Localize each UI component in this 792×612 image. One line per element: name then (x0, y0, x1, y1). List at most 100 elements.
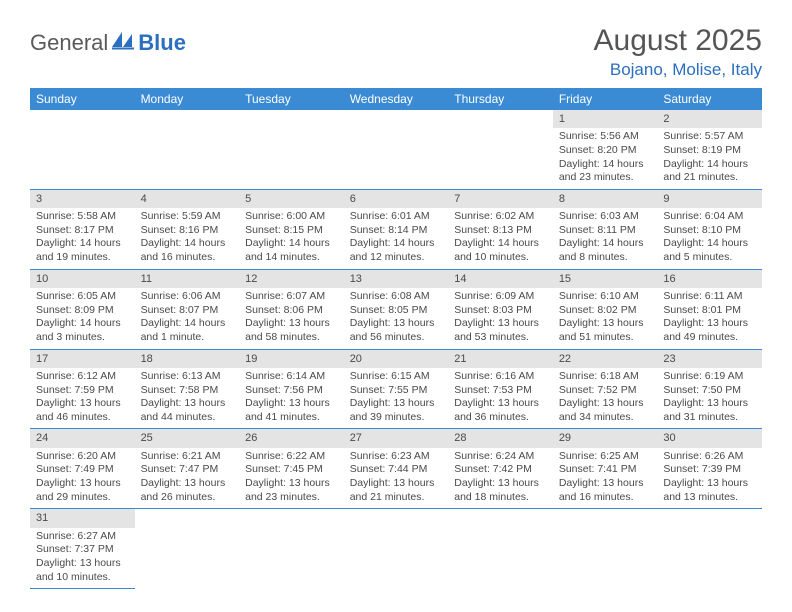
sunset-line: Sunset: 7:37 PM (36, 543, 129, 557)
sunset-line: Sunset: 8:15 PM (245, 224, 338, 238)
calendar-week-row: 24 Sunrise: 6:20 AMSunset: 7:49 PM Dayligh… (30, 429, 762, 509)
calendar-empty-cell (657, 509, 762, 589)
day-number: 4 (135, 190, 240, 208)
sunset-line: Sunset: 8:13 PM (454, 224, 547, 238)
day-number: 26 (239, 429, 344, 447)
day-number: 5 (239, 190, 344, 208)
sunset-line: Sunset: 7:49 PM (36, 463, 129, 477)
sunrise-line: Sunrise: 6:21 AM (141, 450, 234, 464)
daylight-line: Daylight: 13 hours and 23 minutes. (245, 477, 338, 504)
calendar-day-cell: 16Sunrise: 6:11 AMSunset: 8:01 PMDayligh… (657, 269, 762, 349)
sunrise-line: Sunrise: 6:18 AM (559, 370, 652, 384)
day-details: Sunrise: 6:25 AMSunset: 7:41 PMDaylight:… (553, 448, 658, 509)
calendar-day-cell: 7Sunrise: 6:02 AMSunset: 8:13 PMDaylight… (448, 189, 553, 269)
day-details: Sunrise: 5:58 AMSunset: 8:17 PMDaylight:… (30, 208, 135, 269)
calendar-empty-cell (135, 110, 240, 189)
day-details: Sunrise: 6:06 AMSunset: 8:07 PMDaylight:… (135, 288, 240, 349)
day-details: Sunrise: 6:09 AMSunset: 8:03 PMDaylight:… (448, 288, 553, 349)
day-number: 15 (553, 270, 658, 288)
calendar-week-row: 1Sunrise: 5:56 AMSunset: 8:20 PMDaylight… (30, 110, 762, 189)
sunset-line: Sunset: 8:19 PM (663, 144, 756, 158)
sunset-line: Sunset: 8:17 PM (36, 224, 129, 238)
weekday-header: Thursday (448, 88, 553, 110)
sunrise-line: Sunrise: 6:14 AM (245, 370, 338, 384)
calendar-day-cell: 1Sunrise: 5:56 AMSunset: 8:20 PMDaylight… (553, 110, 658, 189)
daylight-line: Daylight: 13 hours and 53 minutes. (454, 317, 547, 344)
sunset-line: Sunset: 7:52 PM (559, 384, 652, 398)
calendar-day-cell: 6Sunrise: 6:01 AMSunset: 8:14 PMDaylight… (344, 189, 449, 269)
sunrise-line: Sunrise: 5:57 AM (663, 130, 756, 144)
title-block: August 2025 Bojano, Molise, Italy (594, 24, 762, 80)
day-details: Sunrise: 6:02 AMSunset: 8:13 PMDaylight:… (448, 208, 553, 269)
weekday-header: Monday (135, 88, 240, 110)
day-details: Sunrise: 6:00 AMSunset: 8:15 PMDaylight:… (239, 208, 344, 269)
sunrise-line: Sunrise: 6:04 AM (663, 210, 756, 224)
sunset-line: Sunset: 8:10 PM (663, 224, 756, 238)
daylight-line: Daylight: 13 hours and 41 minutes. (245, 397, 338, 424)
day-details: Sunrise: 6:21 AMSunset: 7:47 PMDaylight:… (135, 448, 240, 509)
day-details: Sunrise: 6:18 AMSunset: 7:52 PMDaylight:… (553, 368, 658, 429)
sunrise-line: Sunrise: 6:23 AM (350, 450, 443, 464)
calendar-day-cell: 10Sunrise: 6:05 AMSunset: 8:09 PMDayligh… (30, 269, 135, 349)
sunset-line: Sunset: 8:16 PM (141, 224, 234, 238)
calendar-day-cell: 20Sunrise: 6:15 AMSunset: 7:55 PMDayligh… (344, 349, 449, 429)
day-details: Sunrise: 6:19 AMSunset: 7:50 PMDaylight:… (657, 368, 762, 429)
calendar-day-cell: 11Sunrise: 6:06 AMSunset: 8:07 PMDayligh… (135, 269, 240, 349)
day-number: 7 (448, 190, 553, 208)
sunset-line: Sunset: 8:02 PM (559, 304, 652, 318)
calendar-week-row: 31Sunrise: 6:27 AMSunset: 7:37 PMDayligh… (30, 509, 762, 589)
calendar-page: General Blue August 2025 Bojano, Molise,… (0, 0, 792, 609)
day-details: Sunrise: 6:27 AMSunset: 7:37 PMDaylight:… (30, 528, 135, 589)
calendar-day-cell: 27Sunrise: 6:23 AMSunset: 7:44 PMDayligh… (344, 429, 449, 509)
day-number: 2 (657, 110, 762, 128)
sunrise-line: Sunrise: 6:01 AM (350, 210, 443, 224)
sunrise-line: Sunrise: 6:22 AM (245, 450, 338, 464)
sunrise-line: Sunrise: 6:07 AM (245, 290, 338, 304)
calendar-day-cell: 8Sunrise: 6:03 AMSunset: 8:11 PMDaylight… (553, 189, 658, 269)
calendar-table: SundayMondayTuesdayWednesdayThursdayFrid… (30, 88, 762, 589)
calendar-day-cell: 14Sunrise: 6:09 AMSunset: 8:03 PMDayligh… (448, 269, 553, 349)
daylight-line: Daylight: 14 hours and 14 minutes. (245, 237, 338, 264)
day-number: 21 (448, 350, 553, 368)
calendar-empty-cell (135, 509, 240, 589)
sunset-line: Sunset: 7:42 PM (454, 463, 547, 477)
calendar-day-cell: 25Sunrise: 6:21 AMSunset: 7:47 PMDayligh… (135, 429, 240, 509)
sunrise-line: Sunrise: 6:15 AM (350, 370, 443, 384)
day-details: Sunrise: 6:14 AMSunset: 7:56 PMDaylight:… (239, 368, 344, 429)
calendar-day-cell: 22Sunrise: 6:18 AMSunset: 7:52 PMDayligh… (553, 349, 658, 429)
day-details: Sunrise: 6:24 AMSunset: 7:42 PMDaylight:… (448, 448, 553, 509)
logo-text-general: General (30, 30, 108, 56)
daylight-line: Daylight: 13 hours and 18 minutes. (454, 477, 547, 504)
day-number: 31 (30, 509, 135, 527)
sunset-line: Sunset: 8:14 PM (350, 224, 443, 238)
daylight-line: Daylight: 13 hours and 31 minutes. (663, 397, 756, 424)
sunset-line: Sunset: 7:56 PM (245, 384, 338, 398)
sunset-line: Sunset: 7:45 PM (245, 463, 338, 477)
sunrise-line: Sunrise: 6:25 AM (559, 450, 652, 464)
sunrise-line: Sunrise: 6:03 AM (559, 210, 652, 224)
calendar-day-cell: 2Sunrise: 5:57 AMSunset: 8:19 PMDaylight… (657, 110, 762, 189)
sunrise-line: Sunrise: 6:06 AM (141, 290, 234, 304)
sunrise-line: Sunrise: 5:58 AM (36, 210, 129, 224)
sunset-line: Sunset: 8:05 PM (350, 304, 443, 318)
day-details: Sunrise: 6:01 AMSunset: 8:14 PMDaylight:… (344, 208, 449, 269)
day-number: 24 (30, 429, 135, 447)
weekday-header: Friday (553, 88, 658, 110)
day-number: 19 (239, 350, 344, 368)
sunset-line: Sunset: 8:06 PM (245, 304, 338, 318)
daylight-line: Daylight: 14 hours and 21 minutes. (663, 158, 756, 185)
sunset-line: Sunset: 7:55 PM (350, 384, 443, 398)
calendar-day-cell: 9Sunrise: 6:04 AMSunset: 8:10 PMDaylight… (657, 189, 762, 269)
day-details: Sunrise: 5:57 AMSunset: 8:19 PMDaylight:… (657, 128, 762, 189)
calendar-empty-cell (239, 110, 344, 189)
day-details: Sunrise: 5:56 AMSunset: 8:20 PMDaylight:… (553, 128, 658, 189)
daylight-line: Daylight: 13 hours and 51 minutes. (559, 317, 652, 344)
daylight-line: Daylight: 13 hours and 36 minutes. (454, 397, 547, 424)
month-title: August 2025 (594, 24, 762, 58)
calendar-day-cell: 31Sunrise: 6:27 AMSunset: 7:37 PMDayligh… (30, 509, 135, 589)
location: Bojano, Molise, Italy (594, 60, 762, 80)
sunrise-line: Sunrise: 6:20 AM (36, 450, 129, 464)
sunrise-line: Sunrise: 6:27 AM (36, 530, 129, 544)
calendar-day-cell: 29Sunrise: 6:25 AMSunset: 7:41 PMDayligh… (553, 429, 658, 509)
sunset-line: Sunset: 8:07 PM (141, 304, 234, 318)
